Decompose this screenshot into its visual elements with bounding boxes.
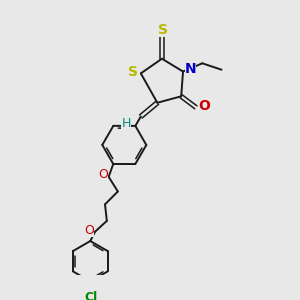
Text: N: N [184,62,196,76]
Text: H: H [122,117,131,130]
Text: Cl: Cl [85,290,98,300]
Text: O: O [85,224,94,236]
Text: S: S [128,65,139,80]
Text: S: S [158,23,168,37]
Text: O: O [198,99,210,113]
Text: O: O [98,168,108,181]
